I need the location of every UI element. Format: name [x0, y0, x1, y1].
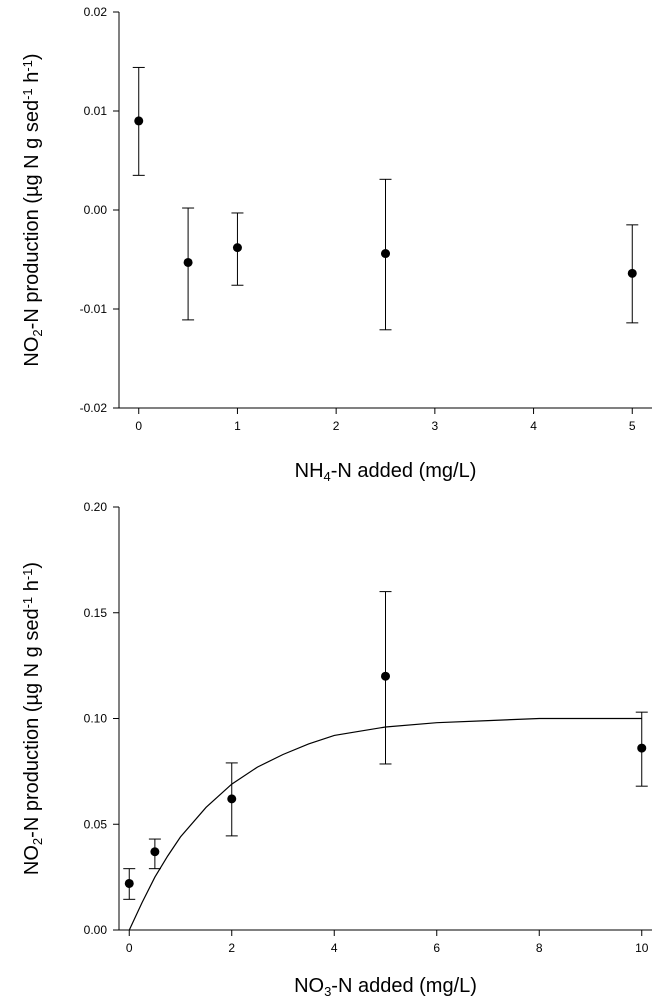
data-point — [232, 243, 242, 253]
x-tick-label: 6 — [433, 941, 440, 955]
data-point — [183, 257, 193, 267]
y-tick-label: 0.00 — [84, 923, 108, 937]
x-tick-label: 4 — [530, 419, 537, 433]
data-point — [134, 116, 144, 126]
y-tick-label: 0.10 — [84, 712, 108, 726]
y-tick-label: 0.01 — [84, 104, 108, 118]
x-tick-label: 2 — [228, 941, 235, 955]
data-point — [381, 249, 390, 259]
x-tick-label: 10 — [635, 941, 649, 955]
x-axis-title: NH4-N added (mg/L) — [295, 460, 477, 484]
data-point — [227, 794, 237, 804]
y-tick-label: -0.02 — [80, 401, 108, 415]
y-tick-label: -0.01 — [80, 302, 108, 316]
y-tick-label: 0.05 — [84, 817, 108, 831]
y-tick-label: 0.00 — [84, 203, 108, 217]
data-point — [627, 268, 637, 278]
y-tick-label: 0.15 — [84, 606, 108, 620]
y-tick-label: 0.20 — [84, 500, 108, 514]
x-tick-label: 0 — [126, 941, 133, 955]
data-point — [124, 878, 134, 888]
data-point — [637, 743, 647, 753]
x-tick-label: 4 — [331, 941, 338, 955]
data-point — [381, 671, 390, 681]
data-point — [150, 847, 160, 857]
x-tick-label: 0 — [135, 419, 142, 433]
x-tick-label: 8 — [536, 941, 543, 955]
y-axis-title: NO2-N production (µg N g sed-1 h-1) — [20, 53, 45, 366]
x-tick-label: 2 — [333, 419, 340, 433]
x-tick-label: 1 — [234, 419, 241, 433]
chart-panel-1: -0.02 -0.01 0.00 0.01 0.02 0 1 2 3 4 5 NH4-N added … — [20, 5, 652, 484]
fit-curve-line — [128, 717, 642, 931]
y-axis-title: NO2-N production (µg N g sed-1 h-1) — [20, 562, 45, 875]
x-tick-label: 3 — [432, 419, 439, 433]
chart-panel-2: 0.00 0.05 0.10 0.15 0.20 0 2 4 6 8 10 NO3-N added (… — [20, 500, 652, 999]
y-tick-label: 0.02 — [84, 5, 108, 19]
x-axis-title: NO3-N added (mg/L) — [294, 975, 477, 999]
x-tick-label: 5 — [629, 419, 636, 433]
